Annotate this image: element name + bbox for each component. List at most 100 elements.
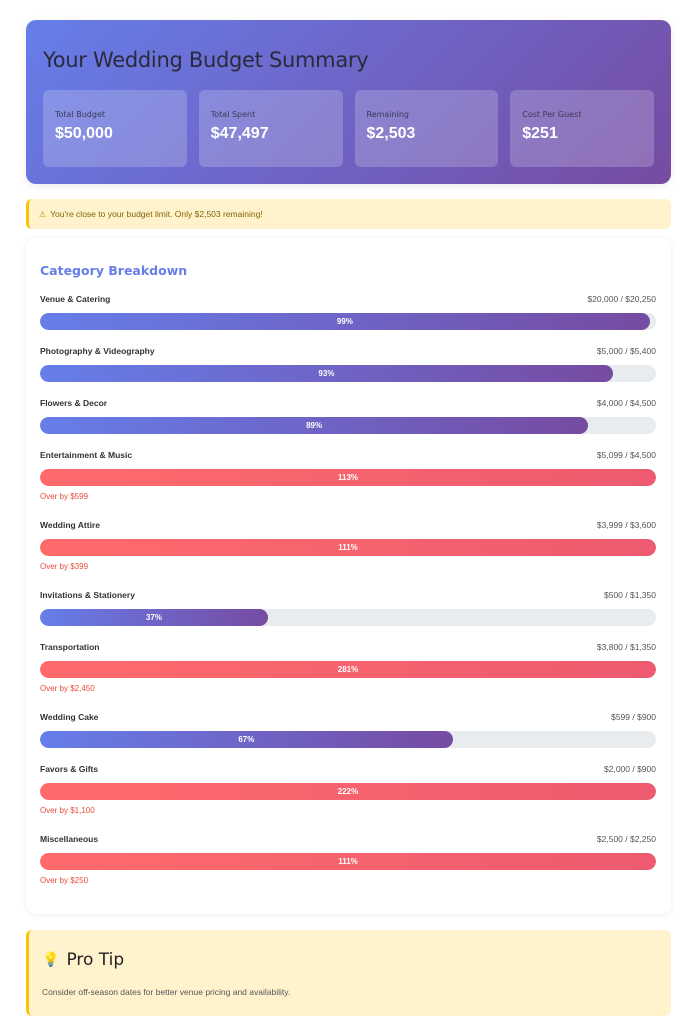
progress-track: 37% xyxy=(40,609,656,626)
over-budget-note: Over by $250 xyxy=(40,876,89,885)
progress-track: 67% xyxy=(40,731,656,748)
category-amount: $5,099 / $4,500 xyxy=(596,450,656,460)
budget-warning-alert: ⚠ You're close to your budget limit. Onl… xyxy=(26,199,671,229)
tip-title: Pro Tip xyxy=(66,950,125,970)
category-header: Photography & Videography $5,000 / $5,400 xyxy=(40,345,656,357)
stat-value: $47,497 xyxy=(210,125,269,142)
progress-fill: 113% xyxy=(40,469,656,486)
category-amount: $3,800 / $1,350 xyxy=(596,642,656,652)
category-row: Flowers & Decor $4,000 / $4,500 89% xyxy=(40,397,656,434)
progress-fill: 222% xyxy=(40,783,656,800)
category-name: Venue & Catering xyxy=(40,294,111,304)
stat-value: $50,000 xyxy=(55,125,113,142)
category-row: Transportation $3,800 / $1,350 281% Over by… xyxy=(40,641,656,693)
lightbulb-icon: 💡 xyxy=(42,952,60,968)
category-amount: $500 / $1,350 xyxy=(604,590,656,600)
category-amount: $2,000 / $900 xyxy=(604,764,656,774)
progress-fill: 111% xyxy=(40,853,656,870)
category-header: Invitations & Stationery $500 / $1,350 xyxy=(40,589,656,601)
category-header: Venue & Catering $20,000 / $20,250 xyxy=(40,293,656,305)
category-header: Transportation $3,800 / $1,350 xyxy=(40,641,656,653)
progress-percent: 67% xyxy=(238,735,255,744)
progress-percent: 222% xyxy=(337,787,359,796)
stat-label: Remaining xyxy=(366,110,409,119)
progress-fill: 111% xyxy=(40,539,656,556)
progress-fill: 89% xyxy=(40,417,589,434)
category-row: Miscellaneous $2,500 / $2,250 111% Over by … xyxy=(40,833,656,885)
alert-text: You're close to your budget limit. Only … xyxy=(50,209,263,219)
category-header: Wedding Attire $3,999 / $3,600 xyxy=(40,519,656,531)
category-amount: $3,999 / $3,600 xyxy=(596,520,656,530)
progress-track: 89% xyxy=(40,417,656,434)
category-row: Photography & Videography $5,000 / $5,400… xyxy=(40,345,656,382)
progress-track: 113% xyxy=(40,469,656,486)
page-title: Your Wedding Budget Summary xyxy=(43,48,369,72)
category-name: Invitations & Stationery xyxy=(40,590,135,600)
stat-value: $2,503 xyxy=(366,125,416,142)
category-row: Invitations & Stationery $500 / $1,350 37% xyxy=(40,589,656,626)
section-title: Category Breakdown xyxy=(40,263,188,278)
category-amount: $20,000 / $20,250 xyxy=(587,294,656,304)
progress-fill: 37% xyxy=(40,609,268,626)
category-row: Venue & Catering $20,000 / $20,250 99% xyxy=(40,293,656,330)
warning-icon: ⚠ xyxy=(39,209,47,219)
pro-tip-card: 💡 Pro Tip Consider off-season dates for … xyxy=(26,930,671,1016)
category-amount: $599 / $900 xyxy=(611,712,656,722)
over-budget-note: Over by $2,450 xyxy=(40,684,95,693)
over-budget-note: Over by $399 xyxy=(40,562,89,571)
progress-percent: 99% xyxy=(336,317,353,326)
category-name: Flowers & Decor xyxy=(40,398,108,408)
category-row: Wedding Attire $3,999 / $3,600 111% Over by… xyxy=(40,519,656,571)
tip-heading: 💡 Pro Tip xyxy=(42,950,124,970)
category-breakdown-card: Category Breakdown Venue & Catering $20,0… xyxy=(26,238,671,914)
progress-fill: 99% xyxy=(40,313,650,330)
category-amount: $5,000 / $5,400 xyxy=(596,346,656,356)
progress-track: 93% xyxy=(40,365,656,382)
progress-track: 111% xyxy=(40,539,656,556)
stat-card-remaining: Remaining $2,503 xyxy=(354,90,499,167)
stat-card-total-spent: Total Spent $47,497 xyxy=(198,90,343,167)
category-name: Entertainment & Music xyxy=(40,450,133,460)
over-budget-note: Over by $1,100 xyxy=(40,806,95,815)
progress-track: 111% xyxy=(40,853,656,870)
budget-summary-header: Your Wedding Budget Summary Total Budget… xyxy=(26,20,671,184)
progress-fill: 67% xyxy=(40,731,453,748)
tip-text: Consider off-season dates for better ven… xyxy=(42,987,291,997)
category-header: Favors & Gifts $2,000 / $900 xyxy=(40,763,656,775)
stats-row: Total Budget $50,000 Total Spent $47,497… xyxy=(43,90,654,167)
over-budget-note: Over by $599 xyxy=(40,492,89,501)
stat-value: $251 xyxy=(522,125,558,142)
progress-track: 222% xyxy=(40,783,656,800)
category-name: Transportation xyxy=(40,642,100,652)
progress-fill: 93% xyxy=(40,365,613,382)
category-name: Miscellaneous xyxy=(40,834,99,844)
category-header: Miscellaneous $2,500 / $2,250 xyxy=(40,833,656,845)
progress-percent: 93% xyxy=(318,369,335,378)
stat-label: Total Spent xyxy=(210,110,256,119)
category-amount: $2,500 / $2,250 xyxy=(596,834,656,844)
category-amount: $4,000 / $4,500 xyxy=(596,398,656,408)
progress-percent: 111% xyxy=(338,543,358,552)
category-row: Favors & Gifts $2,000 / $900 222% Over by $… xyxy=(40,763,656,815)
stat-card-total-budget: Total Budget $50,000 xyxy=(43,90,187,167)
progress-percent: 111% xyxy=(338,857,358,866)
progress-percent: 113% xyxy=(337,473,359,482)
category-row: Wedding Cake $599 / $900 67% xyxy=(40,711,656,748)
category-header: Flowers & Decor $4,000 / $4,500 xyxy=(40,397,656,409)
category-header: Wedding Cake $599 / $900 xyxy=(40,711,656,723)
stat-label: Total Budget xyxy=(55,110,105,119)
category-name: Favors & Gifts xyxy=(40,764,99,774)
progress-fill: 281% xyxy=(40,661,656,678)
progress-percent: 281% xyxy=(337,665,359,674)
category-name: Wedding Cake xyxy=(40,712,99,722)
stat-label: Cost Per Guest xyxy=(522,110,582,119)
category-header: Entertainment & Music $5,099 / $4,500 xyxy=(40,449,656,461)
category-row: Entertainment & Music $5,099 / $4,500 113%… xyxy=(40,449,656,501)
progress-percent: 37% xyxy=(145,613,162,622)
progress-percent: 89% xyxy=(306,421,323,430)
category-name: Wedding Attire xyxy=(40,520,100,530)
progress-track: 99% xyxy=(40,313,656,330)
progress-track: 281% xyxy=(40,661,656,678)
stat-card-cost-per-guest: Cost Per Guest $251 xyxy=(510,90,654,167)
category-name: Photography & Videography xyxy=(40,346,155,356)
